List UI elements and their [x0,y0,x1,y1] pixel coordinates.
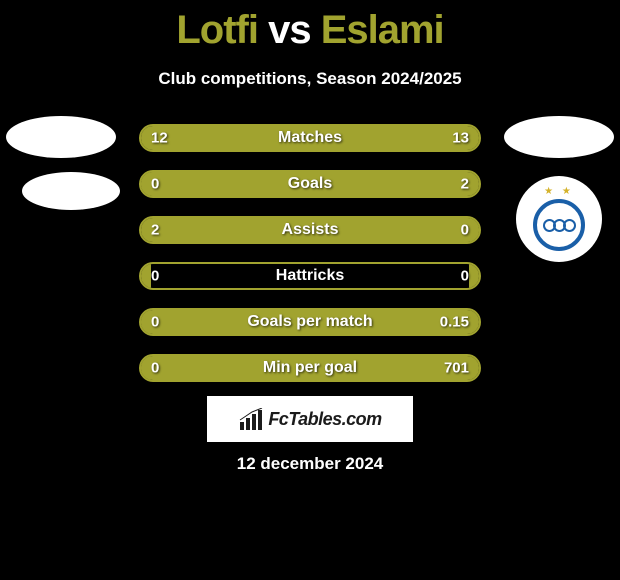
vs-text: vs [268,8,311,52]
fctables-logo: FcTables.com [207,396,413,442]
stat-row: 0 Hattricks 0 [139,262,481,290]
subtitle: Club competitions, Season 2024/2025 [0,69,620,89]
player1-name: Lotfi [176,8,258,52]
stat-left-value: 0 [151,360,159,377]
stat-bar-left [141,264,151,288]
badge-stars-icon: ★ ★ [544,187,574,197]
stat-label: Goals per match [247,313,372,331]
badge-rings-icon [543,219,576,232]
stat-left-value: 2 [151,222,159,239]
player2-name: Eslami [321,8,444,52]
stat-left-value: 12 [151,130,168,147]
stat-right-value: 701 [444,360,469,377]
player1-avatar-placeholder [6,116,116,158]
stat-left-value: 0 [151,268,159,285]
stat-row: 0 Goals per match 0.15 [139,308,481,336]
stat-label: Min per goal [263,359,357,377]
stat-left-value: 0 [151,176,159,193]
stat-row: 2 Assists 0 [139,216,481,244]
comparison-card: Lotfi vs Eslami Club competitions, Seaso… [0,0,620,580]
stats-list: 12 Matches 13 0 Goals 2 2 Assists 0 0 Ha… [139,124,481,400]
stat-bar-right [469,264,479,288]
player2-club-badge: ★ ★ [516,176,602,262]
stat-right-value: 13 [452,130,469,147]
stat-label: Hattricks [276,267,344,285]
title: Lotfi vs Eslami [0,0,620,53]
player2-avatar-placeholder [504,116,614,158]
stat-row: 0 Goals 2 [139,170,481,198]
logo-text: FcTables.com [268,409,381,430]
stat-row: 12 Matches 13 [139,124,481,152]
stat-left-value: 0 [151,314,159,331]
stat-label: Goals [288,175,332,193]
stat-bar-right [418,218,479,242]
stat-label: Assists [282,221,339,239]
stat-right-value: 0 [461,268,469,285]
badge-inner [533,199,585,251]
stat-right-value: 2 [461,176,469,193]
footer-date: 12 december 2024 [237,454,384,474]
stat-row: 0 Min per goal 701 [139,354,481,382]
player1-club-placeholder [22,172,120,210]
stat-right-value: 0 [461,222,469,239]
stat-label: Matches [278,129,342,147]
chart-icon [238,408,264,430]
stat-right-value: 0.15 [440,314,469,331]
